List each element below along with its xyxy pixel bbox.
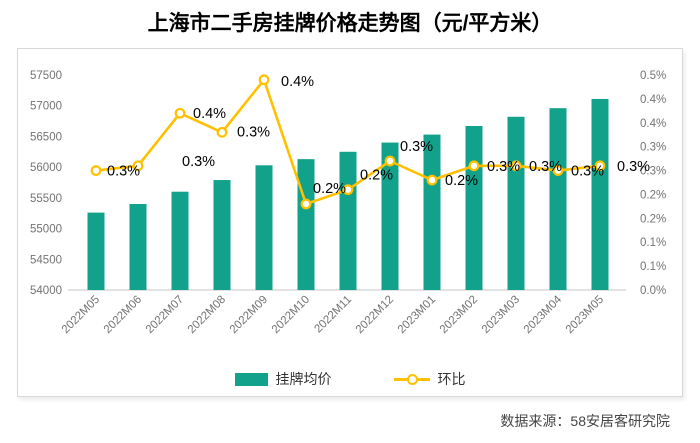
left-axis-tick: 55000 [30,224,62,236]
x-axis-label: 2022M11 [312,294,354,336]
left-axis-tick: 54000 [30,285,62,297]
point-label: 0.3% [529,159,562,175]
bar [381,142,399,290]
legend-item-bar: 挂牌均价 [234,369,332,389]
line-marker-icon [393,373,430,385]
line-point [552,165,564,176]
point-label: 0.4% [281,74,314,90]
legend-item-line: 环比 [393,369,466,389]
left-axis-tick: 56500 [30,131,62,143]
point-label: 0.2% [313,181,346,197]
bar [465,125,483,290]
line-point [426,174,438,186]
line-point [90,165,102,176]
right-axis-tick: 0.2% [640,189,666,201]
legend-line-dot [406,373,418,385]
source-note: 数据来源：58安居客研究院 [500,413,670,429]
bar-swatch-icon [234,372,268,386]
bar [171,191,189,290]
right-axis-tick: 0.4% [640,94,666,106]
right-axis-tick: 0.1% [640,261,666,273]
point-label: 0.3% [182,154,215,170]
line-point [594,160,606,172]
x-axis-label: 2022M10 [270,294,312,336]
x-axis-label: 2023M01 [396,294,438,336]
line-point [468,160,480,172]
point-label: 0.3% [617,159,650,175]
point-label: 0.4% [193,106,226,122]
right-axis-tick: 0.0% [640,285,666,297]
combo-chart: 57500 57000 56500 56000 55500 55000 54500 54000… [30,70,666,336]
right-axis-tick: 0.1% [640,237,666,249]
line-point [300,198,312,210]
bar [129,204,147,290]
x-axis-label: 2022M05 [60,294,102,336]
x-axis-label: 2023M03 [480,294,522,336]
line-point [510,160,522,172]
x-axis-label: 2023M04 [522,293,565,336]
x-axis-label: 2022M12 [354,294,396,336]
line-point [174,107,186,119]
left-axis-tick: 57500 [30,70,62,82]
bar [297,159,315,290]
point-label: 0.2% [360,168,393,184]
bar [339,151,357,290]
left-axis-tick: 55500 [30,193,62,205]
right-axis-tick: 0.3% [640,142,666,154]
bar [213,180,231,290]
bar [507,116,525,291]
left-axis-tick: 56000 [30,162,62,174]
bar [87,212,105,290]
bar [255,165,273,290]
point-label: 0.3% [107,164,140,180]
line-point [216,126,228,138]
chart-legend: 挂牌均价 环比 [18,369,682,389]
x-axis-label: 2022M09 [228,294,270,336]
x-axis-label: 2023M02 [438,294,480,336]
bar [549,108,567,290]
bar [591,98,609,290]
point-label: 0.3% [487,159,520,175]
x-axis-label: 2022M06 [102,294,144,336]
point-label: 0.3% [571,164,604,180]
right-axis-tick: 0.3% [640,166,666,178]
x-axis-label: 2023M05 [564,294,606,336]
bar [423,134,441,290]
left-axis-tick: 57000 [30,101,62,113]
point-label: 0.3% [237,124,270,140]
chart-panel: 57500 57000 56500 56000 55500 55000 54500 54000… [17,48,683,397]
x-axis-label: 2022M08 [186,294,228,336]
left-axis-tick: 54500 [30,254,62,266]
x-axis-label: 2022M07 [144,294,186,336]
point-label: 0.3% [400,139,433,155]
right-axis-tick: 0.5% [640,70,666,82]
point-label: 0.2% [445,173,478,189]
legend-bar-label: 挂牌均价 [275,371,332,387]
right-axis-tick: 0.2% [640,213,666,225]
line-point [342,184,354,196]
line-point [384,155,396,167]
line-point [132,160,144,172]
line-point [258,74,270,86]
right-axis-tick: 0.4% [640,118,666,130]
legend-line-label: 环比 [437,371,466,387]
page-title: 上海市二手房挂牌价格走势图（元/平方米） [147,12,553,35]
